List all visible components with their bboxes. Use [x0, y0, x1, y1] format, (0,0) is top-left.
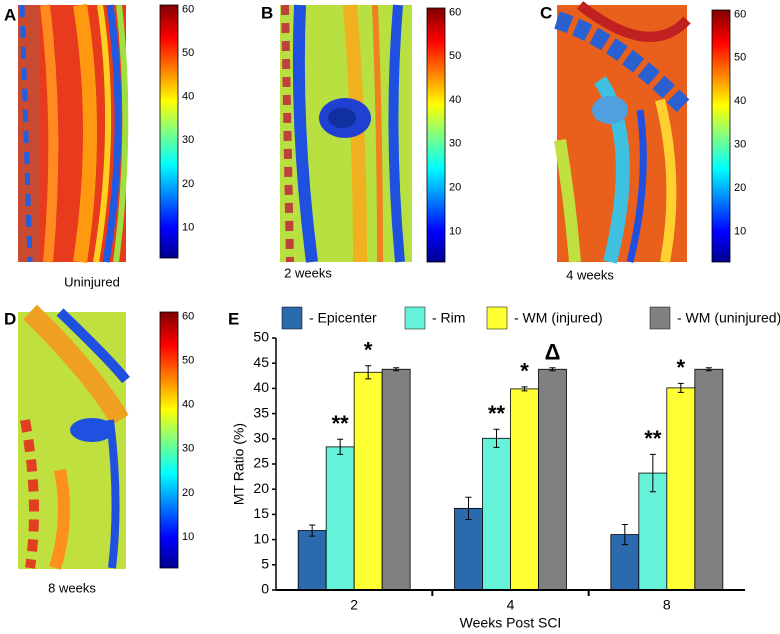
significance-mark: * [520, 359, 529, 384]
panel-label: B [261, 3, 273, 22]
error-bar [337, 438, 344, 455]
colorbar-tick-label: 30 [182, 443, 194, 455]
y-tick-label: 10 [253, 530, 269, 546]
error-bar [465, 496, 472, 520]
x-tick-label: 4 [507, 597, 515, 613]
legend-label: - WM (injured) [514, 310, 603, 326]
colorbar [159, 4, 179, 259]
y-axis-label: MT Ratio (%) [231, 423, 247, 505]
significance-mark: ** [332, 411, 350, 436]
colorbar-tick-label: 40 [182, 91, 194, 103]
y-tick-label: 30 [253, 430, 269, 446]
colorbar-tick-label: 30 [182, 134, 194, 146]
colorbar-tick-label: 40 [182, 399, 194, 411]
colorbar-tick-label: 20 [182, 178, 194, 190]
colorbar-tick-label: 60 [182, 310, 194, 322]
x-axis-label: Weeks Post SCI [460, 615, 562, 631]
significance-mark: * [364, 338, 373, 363]
significance-mark: ** [644, 426, 662, 451]
panel-label: E [228, 309, 239, 328]
colorbar-tick-label: 30 [734, 139, 746, 151]
error-bar [705, 367, 712, 372]
error-bar [521, 386, 528, 392]
mt-map-b [280, 4, 412, 263]
colorbar-tick-label: 40 [449, 94, 461, 106]
y-tick-label: 5 [261, 556, 269, 572]
colorbar-tick-label: 60 [449, 6, 461, 18]
bar [510, 388, 539, 591]
bar [538, 368, 567, 591]
mt-map-c [554, 1, 694, 264]
colorbar-tick-label: 10 [734, 225, 746, 237]
y-tick-label: 40 [253, 379, 269, 395]
legend-label: - Rim [432, 310, 465, 326]
caption: Uninjured [64, 274, 120, 289]
error-bar [365, 365, 372, 380]
mt-map-a [18, 3, 129, 264]
significance-mark: * [677, 355, 686, 380]
colorbar-tick-label: 20 [449, 181, 461, 193]
error-bar [393, 367, 400, 372]
error-bar [649, 453, 656, 493]
colorbar [711, 9, 731, 263]
y-tick-label: 15 [253, 505, 269, 521]
x-tick-label: 8 [663, 597, 671, 613]
bar [482, 437, 511, 591]
y-tick-label: 35 [253, 404, 269, 420]
y-tick-label: 50 [253, 329, 269, 345]
colorbar-tick-label: 20 [734, 182, 746, 194]
colorbar-tick-label: 50 [449, 50, 461, 62]
panel-label: D [4, 309, 16, 328]
colorbar-tick-label: 50 [182, 47, 194, 59]
error-bar [493, 428, 500, 448]
y-tick-label: 0 [261, 581, 269, 597]
bar [353, 371, 383, 591]
y-tick-label: 25 [253, 455, 269, 471]
legend-label: - Epicenter [309, 310, 377, 326]
colorbar-tick-label: 10 [182, 531, 194, 543]
colorbar [426, 7, 446, 263]
colorbar-tick-label: 40 [734, 95, 746, 107]
legend-swatch [649, 306, 671, 330]
mt-map-d [18, 304, 130, 570]
x-tick-label: 2 [350, 597, 358, 613]
colorbar-tick-label: 10 [449, 225, 461, 237]
error-bar [549, 367, 556, 372]
y-tick-label: 45 [253, 354, 269, 370]
colorbar-tick-label: 20 [182, 487, 194, 499]
caption: 8 weeks [48, 580, 96, 595]
y-tick-label: 20 [253, 480, 269, 496]
bar [666, 387, 696, 591]
caption: 4 weeks [566, 267, 614, 282]
colorbar-tick-label: 30 [449, 138, 461, 150]
caption: 2 weeks [284, 265, 332, 280]
colorbar-tick-label: 60 [734, 8, 746, 20]
legend-swatch [486, 306, 508, 330]
colorbar-tick-label: 50 [182, 354, 194, 366]
bar [454, 507, 483, 591]
bar [297, 530, 327, 591]
error-bar [621, 523, 628, 546]
bar [325, 446, 355, 591]
significance-mark: Δ [545, 340, 561, 365]
panel-label: A [4, 5, 16, 24]
colorbar-tick-label: 50 [734, 52, 746, 64]
bar [694, 368, 724, 591]
significance-mark: ** [488, 401, 506, 426]
legend-swatch [281, 306, 303, 330]
error-bar [677, 382, 684, 393]
panel-label: C [540, 3, 552, 22]
colorbar-tick-label: 10 [182, 221, 194, 233]
legend-swatch [404, 306, 426, 330]
legend-label: - WM (uninjured) [677, 310, 780, 326]
colorbar-tick-label: 60 [182, 3, 194, 15]
colorbar [159, 311, 179, 569]
error-bar [309, 524, 316, 537]
bar [381, 368, 411, 591]
